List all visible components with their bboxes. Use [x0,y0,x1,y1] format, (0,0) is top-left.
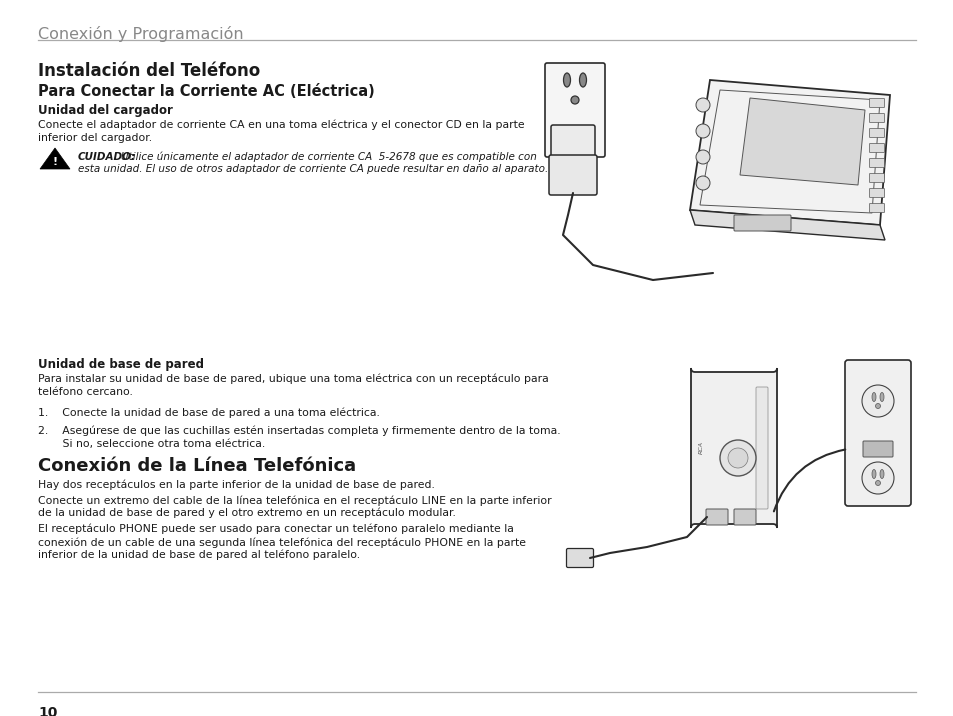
FancyBboxPatch shape [868,158,883,168]
Text: Unidad del cargador: Unidad del cargador [38,104,172,117]
FancyBboxPatch shape [548,155,597,195]
FancyBboxPatch shape [705,509,727,525]
Text: RCA: RCA [698,442,702,455]
FancyBboxPatch shape [868,143,883,153]
Polygon shape [689,210,884,240]
Ellipse shape [871,392,875,402]
Text: 10: 10 [38,706,57,716]
Ellipse shape [871,470,875,478]
FancyBboxPatch shape [566,548,593,568]
FancyBboxPatch shape [551,125,595,159]
FancyBboxPatch shape [868,188,883,198]
Circle shape [862,462,893,494]
Text: Unidad de base de pared: Unidad de base de pared [38,358,204,371]
Text: 1.    Conecte la unidad de base de pared a una toma eléctrica.: 1. Conecte la unidad de base de pared a … [38,408,379,418]
Text: esta unidad. El uso de otros adaptador de corriente CA puede resultar en daño al: esta unidad. El uso de otros adaptador d… [78,164,548,174]
Ellipse shape [879,470,883,478]
Text: Para Conectar la Corriente AC (Eléctrica): Para Conectar la Corriente AC (Eléctrica… [38,84,375,99]
Polygon shape [700,90,879,213]
Text: 2.    Asegúrese de que las cuchillas estén insertadas completa y firmemente dent: 2. Asegúrese de que las cuchillas estén … [38,426,560,437]
Text: Conexión de la Línea Telefónica: Conexión de la Línea Telefónica [38,457,355,475]
FancyBboxPatch shape [733,509,755,525]
Text: de la unidad de base de pared y el otro extremo en un receptáculo modular.: de la unidad de base de pared y el otro … [38,508,456,518]
Circle shape [696,150,709,164]
Ellipse shape [571,96,578,104]
Text: Hay dos receptáculos en la parte inferior de la unidad de base de pared.: Hay dos receptáculos en la parte inferio… [38,479,435,490]
Text: Conecte el adaptador de corriente CA en una toma eléctrica y el conector CD en l: Conecte el adaptador de corriente CA en … [38,120,524,130]
FancyBboxPatch shape [690,368,776,528]
Circle shape [696,98,709,112]
FancyBboxPatch shape [844,360,910,506]
Text: teléfono cercano.: teléfono cercano. [38,387,132,397]
Text: Para instalar su unidad de base de pared, ubique una toma eléctrica con un recep: Para instalar su unidad de base de pared… [38,374,548,384]
Text: inferior de la unidad de base de pared al teléfono paralelo.: inferior de la unidad de base de pared a… [38,550,359,561]
Ellipse shape [879,392,883,402]
Ellipse shape [875,480,880,485]
Text: conexión de un cable de una segunda línea telefónica del receptáculo PHONE en la: conexión de un cable de una segunda líne… [38,537,525,548]
Ellipse shape [578,73,586,87]
FancyBboxPatch shape [544,63,604,157]
FancyBboxPatch shape [868,203,883,213]
FancyBboxPatch shape [862,441,892,457]
Text: Si no, seleccione otra toma eléctrica.: Si no, seleccione otra toma eléctrica. [38,439,265,449]
Circle shape [720,440,755,476]
Text: !: ! [52,157,57,167]
Text: Utilice únicamente el adaptador de corriente CA  5-2678 que es compatible con: Utilice únicamente el adaptador de corri… [121,152,537,163]
Ellipse shape [875,404,880,409]
FancyBboxPatch shape [868,99,883,107]
FancyBboxPatch shape [868,114,883,122]
Polygon shape [689,80,889,225]
Polygon shape [40,148,70,169]
Circle shape [696,124,709,138]
Circle shape [727,448,747,468]
Text: El receptáculo PHONE puede ser usado para conectar un teléfono paralelo mediante: El receptáculo PHONE puede ser usado par… [38,524,514,535]
Circle shape [696,176,709,190]
Polygon shape [740,98,864,185]
Ellipse shape [563,73,570,87]
Text: Instalación del Teléfono: Instalación del Teléfono [38,62,260,80]
Text: Conecte un extremo del cable de la línea telefónica en el receptáculo LINE en la: Conecte un extremo del cable de la línea… [38,495,551,505]
Text: inferior del cargador.: inferior del cargador. [38,133,152,143]
FancyBboxPatch shape [733,215,790,231]
Circle shape [862,385,893,417]
FancyBboxPatch shape [755,387,767,509]
FancyBboxPatch shape [868,173,883,183]
FancyBboxPatch shape [868,128,883,137]
Text: Conexión y Programación: Conexión y Programación [38,26,243,42]
Text: CUIDADO:: CUIDADO: [78,152,136,162]
